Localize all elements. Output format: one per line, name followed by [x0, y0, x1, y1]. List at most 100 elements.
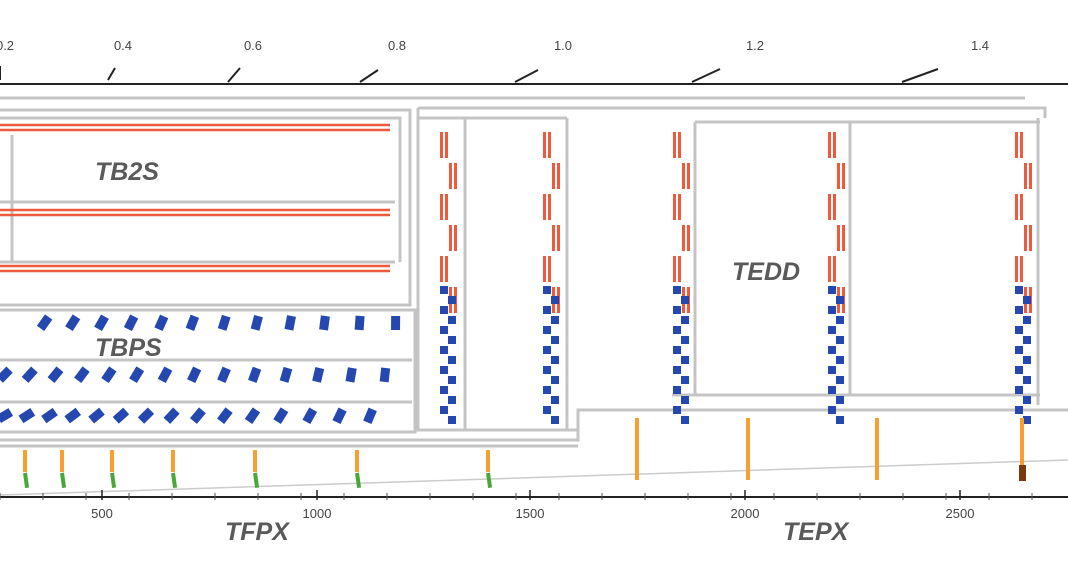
eta-tick — [691, 68, 721, 83]
tbps-module — [244, 407, 261, 425]
eta-tick — [901, 68, 939, 83]
tedd-2s — [440, 132, 443, 158]
tbps-module — [0, 408, 14, 423]
tbps-module — [41, 407, 58, 424]
tedd-2s — [440, 256, 443, 282]
tedd-ps — [836, 336, 844, 344]
tedd-2s — [548, 132, 551, 158]
tedd-2s — [828, 194, 831, 220]
tbps-module — [112, 407, 130, 424]
tedd-ps — [673, 306, 681, 314]
tbps-module — [250, 314, 263, 331]
tbps-module — [217, 366, 231, 383]
tedd-ps — [1023, 396, 1031, 404]
tedd-2s — [673, 256, 676, 282]
tedd-ps — [440, 286, 448, 294]
tfpx-disc — [355, 472, 362, 489]
tfpx-disc — [60, 472, 67, 489]
tbps-module — [65, 314, 81, 332]
tedd-ps — [836, 316, 844, 324]
tedd-ps — [1023, 296, 1031, 304]
tedd-ps — [828, 286, 836, 294]
tbps-module — [88, 407, 105, 424]
tedd-ps — [673, 406, 681, 414]
frame — [0, 116, 402, 262]
tfpx-disc — [110, 450, 114, 472]
tedd-ps — [1023, 356, 1031, 364]
tedd-ps — [828, 326, 836, 334]
tedd-ps — [543, 326, 551, 334]
tbps-module — [217, 407, 233, 424]
region-label: TBPS — [95, 334, 162, 362]
tedd-2s — [1024, 225, 1027, 251]
tedd-ps — [551, 396, 559, 404]
tedd-2s — [1015, 194, 1018, 220]
eta-tick-label: 1.2 — [746, 38, 764, 53]
tbps-module — [189, 407, 206, 424]
eta-tick — [359, 69, 379, 83]
tbps-module — [284, 315, 296, 331]
tfpx-disc — [253, 472, 260, 489]
tedd-ps — [448, 416, 456, 424]
tedd-ps — [543, 286, 551, 294]
tbps-module — [273, 407, 289, 425]
tedd-ps — [681, 356, 689, 364]
tedd-ps — [1015, 406, 1023, 414]
tedd-2s — [687, 225, 690, 251]
tfpx-disc — [486, 450, 490, 472]
tedd-ps — [1023, 316, 1031, 324]
tedd-2s — [673, 132, 676, 158]
tbps-module — [354, 315, 365, 331]
tedd-ps — [681, 296, 689, 304]
z-tick-label: 500 — [91, 506, 113, 521]
tedd-2s — [687, 163, 690, 189]
z-tick-label: 1000 — [303, 506, 332, 521]
tedd-ps — [551, 356, 559, 364]
tedd-2s — [557, 225, 560, 251]
tedd-ps — [543, 406, 551, 414]
tedd-ps — [681, 396, 689, 404]
tepx-disc — [746, 418, 750, 480]
tedd-ps — [440, 346, 448, 354]
tedd-ps — [828, 406, 836, 414]
tedd-ps — [448, 356, 456, 364]
frame — [0, 308, 417, 434]
tedd-2s — [842, 163, 845, 189]
eta-tick-label: 1.4 — [971, 38, 989, 53]
tbps-module — [185, 314, 200, 331]
tedd-2s — [1020, 132, 1023, 158]
tedd-ps — [1015, 326, 1023, 334]
tedd-2s — [543, 132, 546, 158]
tbps-module — [154, 314, 169, 332]
tedd-ps — [551, 316, 559, 324]
tedd-ps — [1015, 366, 1023, 374]
z-tick-label: 1500 — [516, 506, 545, 521]
tedd-ps — [1015, 306, 1023, 314]
z-tick-label: 2000 — [731, 506, 760, 521]
region-label: TFPX — [225, 518, 290, 546]
tbps-module — [101, 366, 117, 384]
tedd-ps — [448, 396, 456, 404]
tedd-ps — [440, 326, 448, 334]
tedd-ps — [1023, 336, 1031, 344]
tedd-2s — [445, 132, 448, 158]
tedd-ps — [1023, 376, 1031, 384]
tbps-module — [21, 366, 38, 383]
tedd-ps — [828, 366, 836, 374]
tedd-2s — [543, 256, 546, 282]
tedd-ps — [440, 306, 448, 314]
tedd-ps — [673, 386, 681, 394]
tbps-module — [363, 407, 377, 425]
frame — [0, 200, 395, 264]
tbps-module — [0, 366, 13, 383]
tedd-ps — [836, 396, 844, 404]
tfpx-disc — [355, 450, 359, 472]
tedd-ps — [1015, 386, 1023, 394]
tedd-ps — [448, 316, 456, 324]
tedd-ps — [1015, 286, 1023, 294]
tedd-2s — [833, 194, 836, 220]
z-tick-label: 2500 — [946, 506, 975, 521]
tbps-module — [74, 366, 90, 384]
tbps-module — [187, 366, 202, 384]
tfpx-disc — [253, 450, 257, 472]
